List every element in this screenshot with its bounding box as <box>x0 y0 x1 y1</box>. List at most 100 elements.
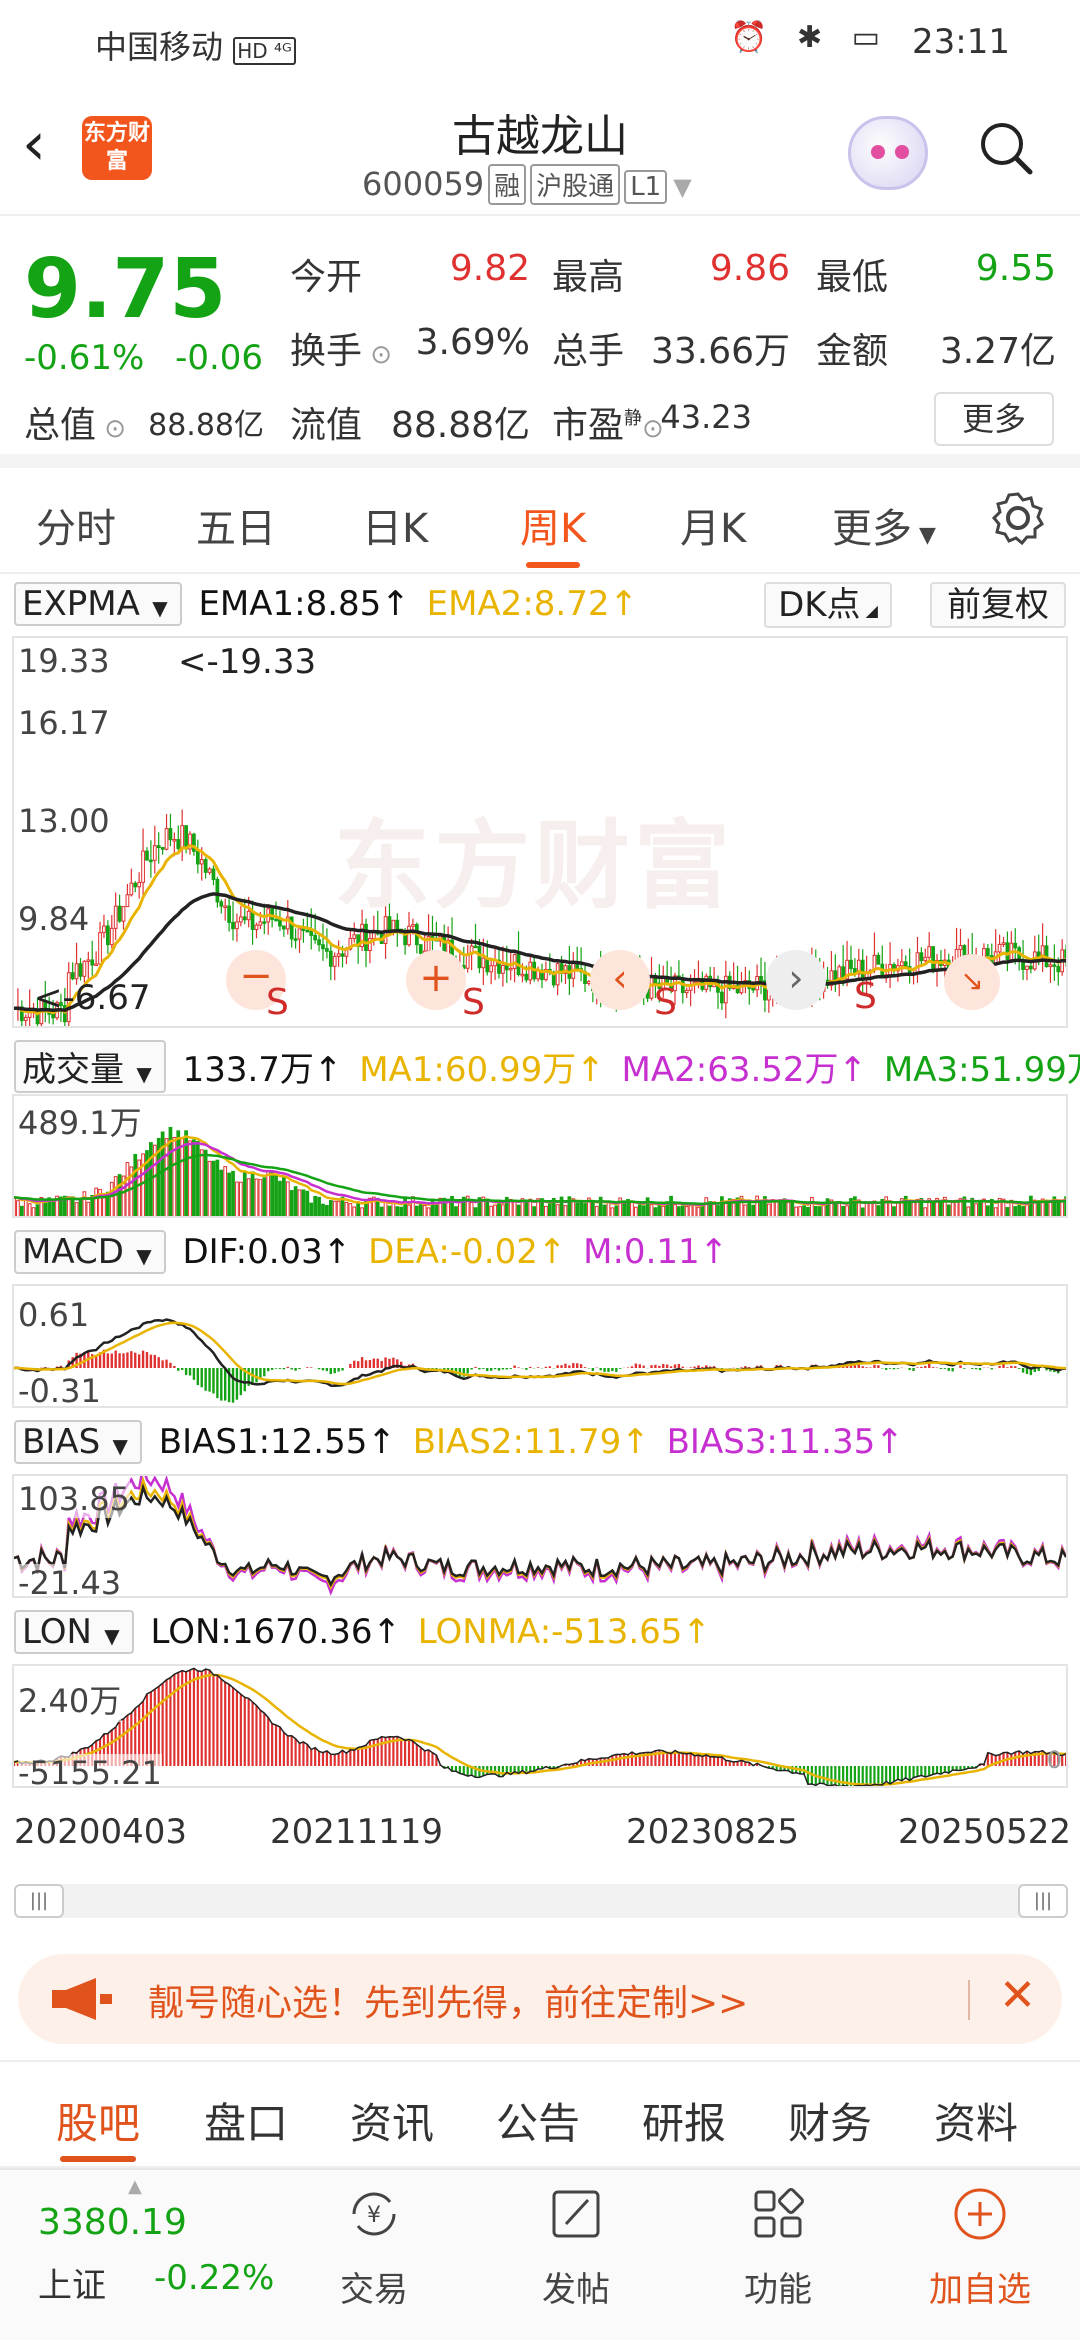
scroll-handle-right[interactable]: ||| <box>1018 1884 1068 1918</box>
kline-canvas <box>14 809 1066 1026</box>
candle-body <box>285 916 290 930</box>
candle-body <box>829 970 834 986</box>
volume-bar <box>442 1197 447 1216</box>
tab-weekly-k[interactable]: 周K <box>520 496 586 568</box>
volume-bar <box>806 1206 810 1216</box>
tab-daily-k[interactable]: 日K <box>362 506 429 552</box>
tab-intraday[interactable]: 分时 <box>36 506 116 552</box>
market-cap[interactable]: 总值 ⊙ 88.88亿 <box>24 405 264 446</box>
volume-bar <box>82 1191 87 1216</box>
sell-signal-marker[interactable]: − <box>226 950 286 1010</box>
candle-body <box>520 973 525 977</box>
candle-body <box>66 972 71 1023</box>
tab-order-book[interactable]: 盘口 <box>204 2099 289 2148</box>
chart-scrollbar[interactable]: ||| ||| <box>14 1884 1068 1918</box>
volume-bar <box>454 1206 458 1216</box>
volume-bar <box>899 1198 904 1216</box>
tab-forum[interactable]: 股吧 <box>56 2090 140 2162</box>
more-quote-button[interactable]: 更多 <box>934 392 1054 446</box>
bias-chart[interactable]: 103.85 -21.43 <box>12 1474 1068 1598</box>
bias-selector[interactable]: BIAS ▼ <box>14 1420 142 1464</box>
candle-body <box>1001 942 1006 945</box>
tab-five-day[interactable]: 五日 <box>196 506 276 552</box>
macd-chart[interactable]: 0.61 -0.31 <box>12 1284 1068 1408</box>
chevron-right-icon[interactable]: › <box>766 950 826 1010</box>
expma-selector[interactable]: EXPMA ▼ <box>14 582 182 626</box>
buy-signal-marker[interactable]: + <box>406 950 466 1010</box>
volume-bar <box>39 1196 44 1216</box>
volume-bar <box>184 1130 188 1216</box>
adjust-mode-button[interactable]: 前复权 <box>930 582 1066 628</box>
volume-bar <box>958 1198 963 1216</box>
kline-max-label: 19.33 <box>18 642 110 680</box>
candle-body <box>997 943 1002 953</box>
lon-indicator-row: LON ▼ LON:1670.36↑ LONMA:-513.65↑ <box>14 1610 717 1656</box>
volume-bar <box>348 1203 353 1216</box>
gear-icon[interactable] <box>990 490 1046 546</box>
expand-up-icon[interactable]: ▲ <box>128 2176 142 2197</box>
tab-financials[interactable]: 财务 <box>788 2099 873 2148</box>
chevron-left-icon[interactable]: ‹ <box>590 950 650 1010</box>
candle-body <box>211 868 216 880</box>
kline-min-label: <-6.67 <box>34 978 151 1018</box>
index-name: 上证 <box>38 2266 106 2306</box>
arrow-down-right-icon[interactable]: ↘ <box>944 954 1000 1010</box>
candle-body <box>164 828 169 850</box>
lon-selector[interactable]: LON ▼ <box>14 1610 134 1654</box>
kline-peak-label: <-19.33 <box>178 642 317 682</box>
post-button[interactable]: 发帖 <box>516 2184 636 2311</box>
candle-body <box>152 845 157 861</box>
volume-bar <box>798 1206 803 1216</box>
tab-profile[interactable]: 资料 <box>934 2099 1019 2148</box>
volume-bar <box>270 1172 275 1216</box>
volume-bar <box>1029 1195 1033 1216</box>
volume-bar <box>626 1199 630 1216</box>
close-icon[interactable]: ✕ <box>999 1970 1036 2021</box>
volume-bar <box>680 1205 685 1216</box>
pe-ratio[interactable]: 市盈静⊙ 43.23 <box>552 398 752 446</box>
volume-bar <box>250 1171 255 1216</box>
assistant-robot-icon[interactable] <box>848 116 928 190</box>
lon-chart[interactable]: 2.40万 -5155.21 0 <box>12 1664 1068 1788</box>
dk-point-button[interactable]: DK点 ◢ <box>764 582 892 628</box>
candle-body <box>293 938 298 941</box>
tab-research[interactable]: 研报 <box>642 2099 727 2148</box>
tab-news[interactable]: 资讯 <box>350 2099 435 2148</box>
volume-bar <box>790 1201 795 1216</box>
volume-bar <box>903 1195 908 1216</box>
volume-bar <box>352 1206 357 1216</box>
search-icon[interactable] <box>978 120 1034 176</box>
volume-bar <box>195 1140 200 1216</box>
candle-body <box>145 850 149 861</box>
macd-max-label: 0.61 <box>18 1296 90 1334</box>
macd-dif: DIF:0.03↑ <box>182 1232 352 1272</box>
tab-more-periods[interactable]: 更多 ▼ <box>832 506 936 552</box>
tab-announcements[interactable]: 公告 <box>496 2099 581 2148</box>
volume-selector[interactable]: 成交量 ▼ <box>14 1040 166 1093</box>
volume-bar <box>446 1200 451 1216</box>
lon-line <box>14 1667 1066 1786</box>
index-change: -0.22% <box>154 2258 275 2298</box>
candle-body <box>348 937 353 950</box>
macd-selector[interactable]: MACD ▼ <box>14 1230 166 1274</box>
volume-bar <box>997 1197 1002 1216</box>
volume-bar <box>669 1195 673 1216</box>
tab-monthly-k[interactable]: 月K <box>680 506 747 552</box>
candle-body <box>1029 965 1033 970</box>
stock-code-row[interactable]: 600059 融沪股通 L1 ▼ <box>362 164 692 205</box>
volume-bar <box>332 1200 337 1216</box>
index-ticker[interactable]: 3380.19 上证 -0.22% <box>38 2202 274 2306</box>
volume-bar <box>457 1201 462 1216</box>
promo-banner[interactable]: 靓号随心选！先到先得，前往定制>> ✕ <box>18 1954 1062 2044</box>
add-watchlist-button[interactable]: 加自选 <box>920 2184 1040 2311</box>
trade-button[interactable]: ¥ 交易 <box>314 2184 434 2311</box>
functions-button[interactable]: 功能 <box>718 2184 838 2311</box>
volume-chart[interactable]: 489.1万 <box>12 1094 1068 1218</box>
candle-body <box>1025 965 1029 970</box>
scroll-handle-left[interactable]: ||| <box>14 1884 64 1918</box>
volume-bar <box>551 1197 556 1216</box>
turnover-rate[interactable]: 换手 ⊙ 3.69% <box>290 322 530 372</box>
kline-chart[interactable]: 东方财富 19.33 <-19.33 16.17 13.00 9.84 <-6.… <box>12 636 1068 1028</box>
volume-bar <box>528 1198 533 1216</box>
back-icon[interactable]: ‹ <box>22 109 46 179</box>
